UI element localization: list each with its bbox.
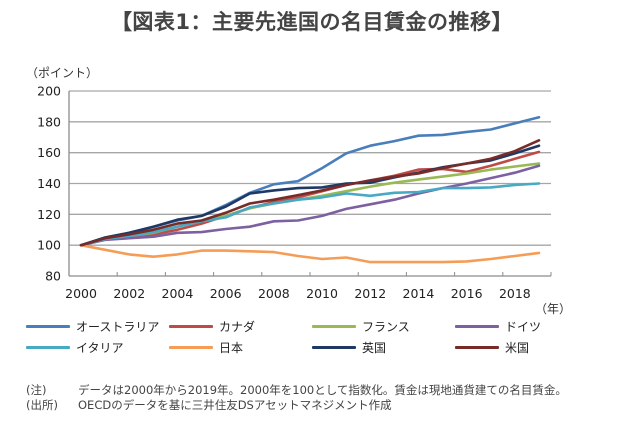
gridlines <box>69 90 551 246</box>
x-tick-label: 2004 <box>162 286 194 301</box>
legend-item: ドイツ <box>455 318 598 335</box>
x-tick-label: 2002 <box>113 286 145 301</box>
legend-label: ドイツ <box>505 320 542 334</box>
y-tick-label: 180 <box>37 114 61 129</box>
legend-swatch <box>169 346 213 349</box>
legend-item: 日本 <box>169 339 312 356</box>
legend-label: 日本 <box>219 341 244 355</box>
y-tick-label: 100 <box>37 238 61 253</box>
legend-label: 米国 <box>505 341 530 355</box>
legend-item: カナダ <box>169 318 312 335</box>
legend-label: フランス <box>362 320 410 334</box>
legend-swatch <box>455 325 499 328</box>
legend-label: オーストラリア <box>76 320 160 334</box>
notes: (注) データは2000年から2019年。2000年を100として指数化。賃金は… <box>26 383 606 413</box>
source-row: (出所) OECDのデータを基に三井住友DSアセットマネジメント作成 <box>26 398 606 413</box>
legend-label: イタリア <box>76 341 124 355</box>
note-label: (注) <box>26 383 47 397</box>
legend-item: オーストラリア <box>26 318 169 335</box>
chart-title: 【図表1：主要先進国の名目賃金の推移】 <box>110 10 514 34</box>
x-axis: 2000 2002 2004 2006 2008 2010 2012 2014 2016 2018 <box>65 91 552 301</box>
x-tick-label: 2008 <box>258 286 290 301</box>
note-row: (注) データは2000年から2019年。2000年を100として指数化。賃金は… <box>26 383 606 398</box>
x-tick-label: 2000 <box>65 286 97 301</box>
series-line <box>79 150 541 247</box>
legend-row: イタリア 日本 英国 米国 <box>26 337 616 358</box>
series-line <box>79 139 541 247</box>
y-axis-unit-label: （ポイント） <box>26 66 99 80</box>
legend-item: フランス <box>312 318 455 335</box>
legend-item: 米国 <box>455 339 598 356</box>
x-tick-label: 2014 <box>403 286 435 301</box>
y-tick-label: 200 <box>37 84 61 99</box>
x-tick-label: 2010 <box>306 286 338 301</box>
source-text: OECDのデータを基に三井住友DSアセットマネジメント作成 <box>78 398 392 412</box>
legend-item: イタリア <box>26 339 169 356</box>
y-axis-ticks: 80 100 120 140 160 180 200 <box>37 84 61 284</box>
series-line <box>79 182 541 247</box>
legend-item: 英国 <box>312 339 455 356</box>
series-line <box>79 115 541 247</box>
series-line <box>79 243 541 264</box>
y-tick-label: 80 <box>45 269 61 284</box>
x-tick-label: 2012 <box>354 286 386 301</box>
legend-row: オーストラリア カナダ フランス ドイツ <box>26 316 616 337</box>
x-tick-label: 2018 <box>499 286 531 301</box>
y-tick-label: 160 <box>37 145 61 160</box>
legend-swatch <box>169 325 213 328</box>
note-text: データは2000年から2019年。2000年を100として指数化。賃金は現地通貨… <box>78 383 567 397</box>
legend-swatch <box>455 346 499 349</box>
series-line <box>79 164 541 247</box>
legend-swatch <box>312 325 356 328</box>
legend-label: 英国 <box>362 341 387 355</box>
legend-swatch <box>26 325 70 328</box>
x-axis-unit-label: （年） <box>535 302 572 316</box>
x-tick-label: 2016 <box>451 286 483 301</box>
legend-swatch <box>26 346 70 349</box>
legend: オーストラリア カナダ フランス ドイツイタリア 日本 英国 米国 <box>26 316 616 358</box>
legend-label: カナダ <box>219 320 256 334</box>
y-tick-label: 140 <box>37 176 61 191</box>
series-lines <box>79 115 541 264</box>
source-label: (出所) <box>26 398 58 412</box>
legend-swatch <box>312 346 356 349</box>
x-tick-label: 2006 <box>210 286 242 301</box>
y-tick-label: 120 <box>37 207 61 222</box>
